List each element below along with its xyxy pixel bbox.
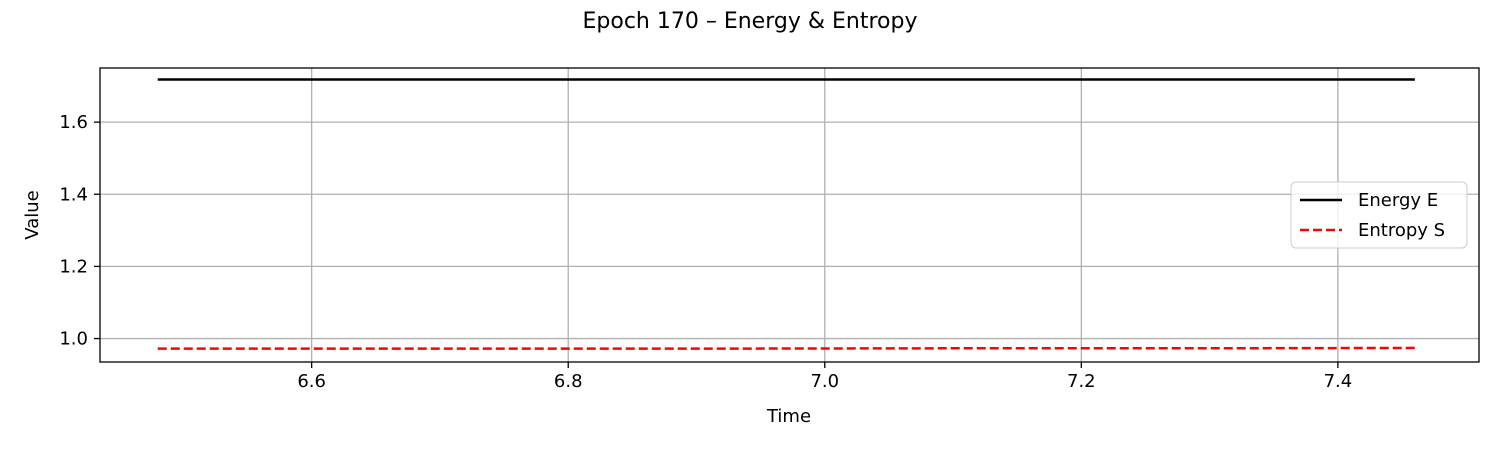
x-tick-label: 7.4 <box>1324 371 1353 392</box>
grid <box>100 68 1479 362</box>
legend-label-energy: Energy E <box>1358 190 1438 211</box>
y-tick-label: 1.2 <box>59 256 88 277</box>
legend-box <box>1290 181 1468 249</box>
chart-title: Epoch 170 – Energy & Entropy <box>583 9 918 34</box>
y-tick-label: 1.4 <box>59 184 88 205</box>
x-tick-label: 7.0 <box>810 371 839 392</box>
y-tick-label: 1.0 <box>59 329 88 350</box>
x-tick-label: 6.6 <box>297 371 326 392</box>
series-line-entropy <box>157 346 1415 350</box>
legend: Energy E Entropy S <box>1290 181 1468 249</box>
legend-label-entropy: Entropy S <box>1358 220 1445 241</box>
y-tick-label: 1.6 <box>59 112 88 133</box>
x-tick-label: 7.2 <box>1067 371 1096 392</box>
x-tick-label: 6.8 <box>554 371 583 392</box>
plot-series <box>157 78 1415 350</box>
plot-frame <box>99 67 1480 363</box>
axis-ticks: 6.6 6.8 7.0 7.2 7.4 1.0 1.2 1.4 1.6 <box>59 112 1352 392</box>
y-axis-label: Value <box>22 190 43 239</box>
x-axis-label: Time <box>766 406 811 427</box>
